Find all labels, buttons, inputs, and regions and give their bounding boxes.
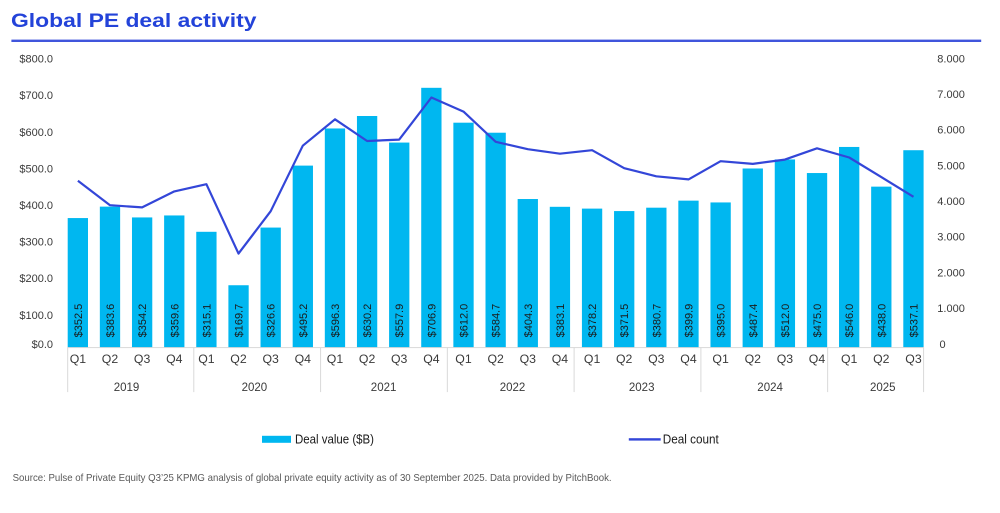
svg-text:Source: Pulse of Private Equit: Source: Pulse of Private Equity Q3’25 KP…	[13, 472, 612, 484]
svg-text:$0.0: $0.0	[32, 339, 53, 351]
svg-text:$487.4: $487.4	[748, 304, 760, 338]
svg-text:$380.7: $380.7	[651, 304, 663, 338]
svg-text:$100.0: $100.0	[19, 310, 53, 322]
svg-text:Q4: Q4	[552, 352, 569, 366]
svg-text:$800.0: $800.0	[19, 54, 53, 66]
svg-text:$537.1: $537.1	[908, 304, 920, 338]
svg-text:Deal count: Deal count	[663, 433, 719, 447]
svg-text:$352.5: $352.5	[73, 304, 85, 338]
svg-text:Q4: Q4	[423, 352, 440, 366]
svg-text:Global PE deal activity: Global PE deal activity	[11, 10, 257, 32]
svg-text:$512.0: $512.0	[780, 304, 792, 338]
svg-text:2022: 2022	[500, 382, 526, 394]
svg-text:Q2: Q2	[616, 352, 633, 366]
svg-text:2020: 2020	[242, 382, 268, 394]
svg-text:$495.2: $495.2	[298, 304, 310, 338]
svg-text:$359.6: $359.6	[169, 304, 181, 338]
svg-text:Q3: Q3	[262, 352, 279, 366]
svg-text:$630.2: $630.2	[362, 304, 374, 338]
svg-text:$500.0: $500.0	[19, 163, 53, 175]
svg-text:$200.0: $200.0	[19, 273, 53, 285]
svg-text:Q2: Q2	[873, 352, 890, 366]
svg-text:$438.0: $438.0	[876, 304, 888, 338]
svg-text:$300.0: $300.0	[19, 237, 53, 249]
svg-text:1.000: 1.000	[937, 303, 965, 315]
svg-text:$596.3: $596.3	[330, 304, 342, 338]
svg-text:6.000: 6.000	[937, 125, 965, 137]
svg-text:Q3: Q3	[391, 352, 408, 366]
svg-text:2.000: 2.000	[937, 267, 965, 279]
svg-text:Q1: Q1	[455, 352, 472, 366]
svg-text:$706.9: $706.9	[426, 304, 438, 338]
svg-text:Q3: Q3	[134, 352, 151, 366]
svg-text:Q3: Q3	[777, 352, 794, 366]
svg-text:$399.9: $399.9	[683, 304, 695, 338]
svg-text:Deal value ($B): Deal value ($B)	[295, 433, 374, 447]
svg-text:$315.1: $315.1	[201, 304, 213, 338]
svg-text:Q4: Q4	[680, 352, 697, 366]
svg-text:$354.2: $354.2	[137, 304, 149, 338]
svg-text:Q3: Q3	[648, 352, 665, 366]
svg-text:2019: 2019	[114, 382, 140, 394]
svg-text:Q4: Q4	[166, 352, 183, 366]
svg-text:Q1: Q1	[70, 352, 87, 366]
svg-text:$600.0: $600.0	[19, 127, 53, 139]
svg-text:$378.2: $378.2	[587, 304, 599, 338]
svg-text:$395.0: $395.0	[716, 304, 728, 338]
svg-text:$371.5: $371.5	[619, 304, 631, 338]
svg-text:Q3: Q3	[905, 352, 922, 366]
svg-text:$546.0: $546.0	[844, 304, 856, 338]
svg-text:$475.0: $475.0	[812, 304, 824, 338]
svg-text:$169.7: $169.7	[234, 304, 246, 338]
svg-text:Q2: Q2	[102, 352, 119, 366]
svg-text:Q1: Q1	[584, 352, 601, 366]
svg-text:Q3: Q3	[520, 352, 537, 366]
svg-text:4.000: 4.000	[937, 196, 965, 208]
svg-text:5.000: 5.000	[937, 160, 965, 172]
svg-text:8.000: 8.000	[937, 53, 965, 65]
svg-text:Q1: Q1	[198, 352, 215, 366]
svg-text:Q1: Q1	[712, 352, 729, 366]
svg-text:Q1: Q1	[327, 352, 344, 366]
svg-text:7.000: 7.000	[937, 89, 965, 101]
svg-text:Q2: Q2	[230, 352, 247, 366]
svg-text:$700.0: $700.0	[19, 90, 53, 102]
svg-text:0: 0	[940, 339, 946, 351]
svg-text:2025: 2025	[870, 382, 896, 394]
svg-text:$584.7: $584.7	[491, 304, 503, 338]
svg-text:2024: 2024	[757, 382, 783, 394]
svg-text:Q4: Q4	[295, 352, 312, 366]
svg-text:2021: 2021	[371, 382, 397, 394]
svg-text:Q4: Q4	[809, 352, 826, 366]
svg-text:$612.0: $612.0	[459, 304, 471, 338]
svg-text:$400.0: $400.0	[19, 200, 53, 212]
svg-text:$383.1: $383.1	[555, 304, 567, 338]
svg-text:$326.6: $326.6	[266, 304, 278, 338]
svg-text:$557.9: $557.9	[394, 304, 406, 338]
svg-text:$404.3: $404.3	[523, 304, 535, 338]
svg-text:Q2: Q2	[487, 352, 504, 366]
svg-text:Q1: Q1	[841, 352, 858, 366]
svg-text:Q2: Q2	[745, 352, 762, 366]
svg-text:2023: 2023	[629, 382, 655, 394]
svg-text:$383.6: $383.6	[105, 304, 117, 338]
svg-text:3.000: 3.000	[937, 232, 965, 244]
svg-text:Q2: Q2	[359, 352, 376, 366]
